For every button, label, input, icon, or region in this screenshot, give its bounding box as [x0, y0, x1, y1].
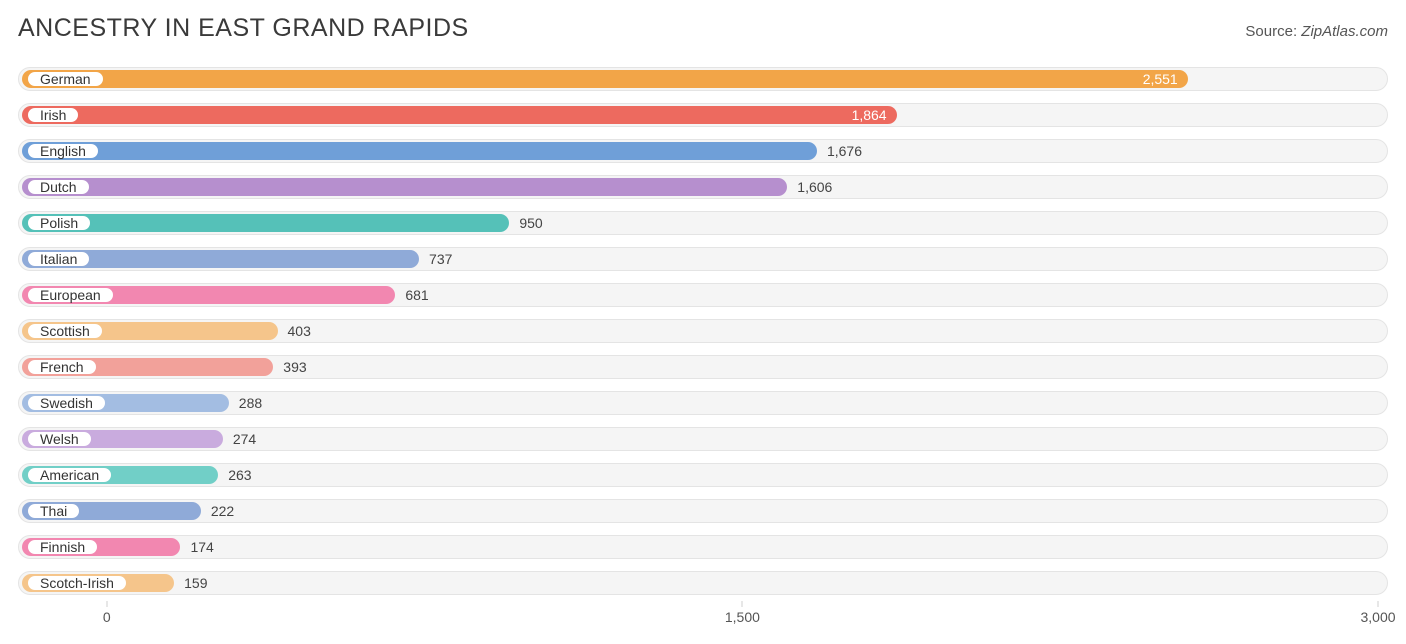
category-pill: English	[26, 142, 100, 160]
value-label: 174	[190, 539, 213, 555]
value-label: 222	[211, 503, 234, 519]
category-pill: Welsh	[26, 430, 93, 448]
tick-mark	[1378, 601, 1379, 607]
value-label: 263	[228, 467, 251, 483]
bar-row: Scotch-Irish 159	[18, 567, 1388, 599]
bar-row: Thai 222	[18, 495, 1388, 527]
category-pill: Scottish	[26, 322, 104, 340]
bar-chart: German 2,551 Irish 1,864 English 1,676 Dutch 1,…	[18, 63, 1388, 599]
category-pill: European	[26, 286, 115, 304]
bar-row: Swedish 288	[18, 387, 1388, 419]
category-pill: German	[26, 70, 105, 88]
bar-row: Polish 950	[18, 207, 1388, 239]
value-label: 274	[233, 431, 256, 447]
category-pill: Swedish	[26, 394, 107, 412]
value-label: 393	[283, 359, 306, 375]
tick-label: 3,000	[1360, 609, 1395, 625]
value-label: 403	[288, 323, 311, 339]
bar-row: Welsh 274	[18, 423, 1388, 455]
bar-track	[18, 427, 1388, 451]
bar-fill	[22, 70, 1188, 88]
x-axis: 01,5003,000	[18, 603, 1388, 633]
category-pill: Irish	[26, 106, 80, 124]
bar-fill	[22, 214, 509, 232]
category-pill: American	[26, 466, 113, 484]
bar-row: Irish 1,864	[18, 99, 1388, 131]
category-pill: French	[26, 358, 98, 376]
bar-fill	[22, 142, 817, 160]
value-label: 159	[184, 575, 207, 591]
bar-row: American 263	[18, 459, 1388, 491]
chart-header: ANCESTRY IN EAST GRAND RAPIDS Source: Zi…	[18, 14, 1388, 43]
bar-row: French 393	[18, 351, 1388, 383]
category-pill: Thai	[26, 502, 81, 520]
bar-row: German 2,551	[18, 63, 1388, 95]
tick-mark	[106, 601, 107, 607]
chart-title: ANCESTRY IN EAST GRAND RAPIDS	[18, 14, 469, 43]
value-label: 737	[429, 251, 452, 267]
bar-row: Scottish 403	[18, 315, 1388, 347]
bar-track	[18, 571, 1388, 595]
value-label: 288	[239, 395, 262, 411]
bar-fill	[22, 178, 787, 196]
bar-row: European 681	[18, 279, 1388, 311]
source-attribution: Source: ZipAtlas.com	[1245, 23, 1388, 40]
bar-fill	[22, 106, 897, 124]
value-label: 1,606	[797, 179, 832, 195]
source-prefix: Source:	[1245, 23, 1301, 40]
bar-row: Italian 737	[18, 243, 1388, 275]
category-pill: Polish	[26, 214, 92, 232]
value-label: 1,676	[827, 143, 862, 159]
tick-mark	[742, 601, 743, 607]
bar-track	[18, 535, 1388, 559]
value-label: 950	[519, 215, 542, 231]
value-label: 1,864	[852, 107, 887, 123]
bar-row: Finnish 174	[18, 531, 1388, 563]
bar-row: Dutch 1,606	[18, 171, 1388, 203]
value-label: 2,551	[1143, 71, 1178, 87]
category-pill: Scotch-Irish	[26, 574, 128, 592]
source-name: ZipAtlas.com	[1301, 23, 1388, 40]
tick-label: 0	[103, 609, 111, 625]
value-label: 681	[405, 287, 428, 303]
category-pill: Finnish	[26, 538, 99, 556]
tick-label: 1,500	[725, 609, 760, 625]
bar-row: English 1,676	[18, 135, 1388, 167]
category-pill: Dutch	[26, 178, 91, 196]
bar-track	[18, 463, 1388, 487]
category-pill: Italian	[26, 250, 91, 268]
